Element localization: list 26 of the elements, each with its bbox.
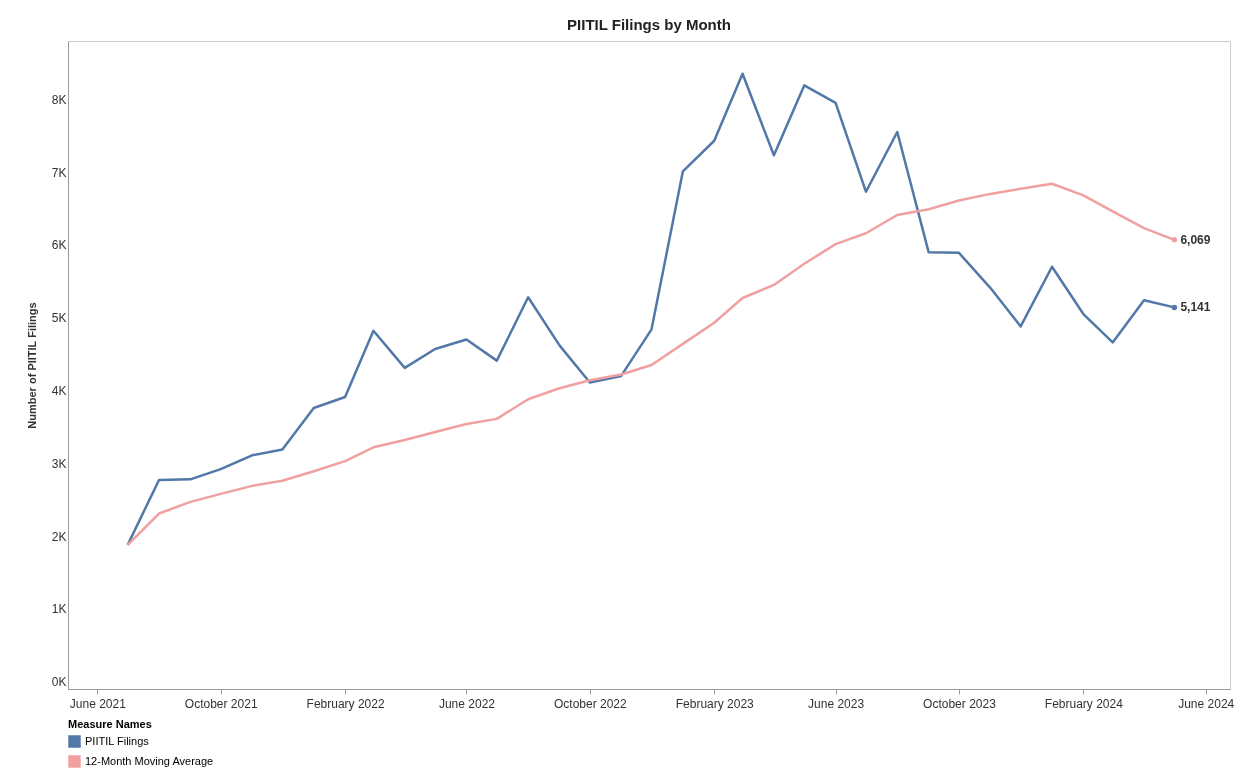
x-tick-label: February 2023: [675, 696, 755, 711]
y-tick-label: 0K: [51, 675, 67, 690]
y-tick-label: 1K: [51, 602, 67, 617]
y-tick-label: 8K: [51, 92, 67, 107]
y-tick-label: 5K: [51, 311, 67, 326]
x-tick-label: February 2024: [1044, 696, 1124, 711]
legend-title: Measure Names: [68, 718, 152, 730]
x-tick-label: June 2024: [1178, 696, 1235, 711]
x-tick-label: October 2022: [553, 696, 628, 711]
x-tick-label: February 2022: [306, 696, 385, 711]
y-axis-title: Number of PIITIL Filings: [25, 302, 38, 429]
y-tick-label: 7K: [51, 165, 67, 180]
y-tick-label: 3K: [51, 456, 67, 471]
x-tick-label: October 2021: [184, 696, 258, 711]
data-label: 6,069: [1180, 232, 1211, 247]
y-tick-label: 6K: [51, 238, 67, 253]
y-tick-label: 2K: [51, 529, 67, 544]
legend-label: PIITIL Filings: [85, 734, 150, 747]
x-tick-label: October 2023: [923, 696, 997, 711]
data-label: 5,141: [1180, 300, 1211, 315]
x-tick-label: June 2023: [808, 696, 865, 711]
x-tick-label: June 2021: [69, 696, 127, 711]
y-tick-label: 4K: [51, 383, 67, 398]
legend-label: 12-Month Moving Average: [85, 754, 214, 767]
chart-title: PIITIL Filings by Month: [567, 16, 731, 33]
x-tick-label: June 2022: [438, 696, 496, 711]
